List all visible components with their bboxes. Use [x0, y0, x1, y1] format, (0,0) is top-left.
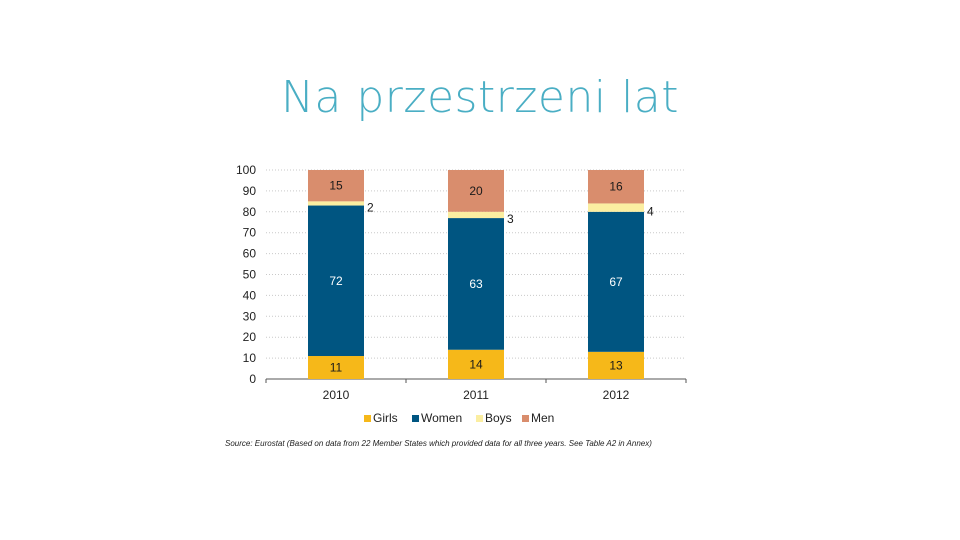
- chart-source-note: Source: Eurostat (Based on data from 22 …: [225, 439, 652, 448]
- data-label: 4: [647, 205, 654, 219]
- y-tick-label: 40: [243, 288, 257, 302]
- x-category-label: 2011: [463, 388, 489, 402]
- bar-segment: [308, 205, 364, 357]
- bar-segment: [588, 351, 644, 379]
- legend-swatch: [364, 415, 371, 422]
- data-label: 15: [329, 179, 343, 193]
- data-label: 2: [367, 200, 374, 214]
- legend-label: Boys: [485, 411, 512, 425]
- slide-title: Na przestrzeni lat: [280, 72, 680, 123]
- x-category-label: 2010: [323, 388, 350, 402]
- bar-segment: [308, 356, 364, 379]
- legend-swatch: [476, 415, 483, 422]
- bar-segment: [308, 201, 364, 206]
- y-tick-label: 70: [243, 226, 257, 240]
- x-category-label: 2012: [603, 388, 630, 402]
- data-label: 16: [609, 180, 623, 194]
- bar-segment: [448, 218, 504, 350]
- y-tick-label: 0: [249, 372, 256, 386]
- bar-segment: [588, 211, 644, 352]
- data-label: 72: [329, 274, 343, 288]
- y-tick-label: 20: [243, 330, 257, 344]
- bar-segment: [308, 170, 364, 202]
- bar-segment: [588, 170, 644, 204]
- legend-label: Men: [531, 411, 554, 425]
- y-tick-label: 30: [243, 309, 257, 323]
- data-label: 20: [469, 184, 483, 198]
- bar-segment: [588, 203, 644, 212]
- y-tick-label: 100: [236, 163, 256, 177]
- y-tick-label: 50: [243, 268, 257, 282]
- y-tick-label: 10: [243, 351, 257, 365]
- data-label: 11: [330, 361, 343, 375]
- legend-swatch: [412, 415, 419, 422]
- y-tick-label: 60: [243, 247, 257, 261]
- legend-swatch: [522, 415, 529, 422]
- y-tick-label: 90: [243, 184, 257, 198]
- bar-segment: [448, 170, 504, 212]
- bar-segment: [448, 349, 504, 379]
- legend-label: Girls: [373, 411, 398, 425]
- data-label: 63: [469, 277, 483, 291]
- data-label: 14: [469, 357, 483, 371]
- data-label: 67: [609, 275, 623, 289]
- data-label: 13: [609, 358, 623, 372]
- y-tick-label: 80: [243, 205, 257, 219]
- legend-label: Women: [421, 411, 462, 425]
- bar-segment: [448, 211, 504, 219]
- data-label: 3: [507, 212, 514, 226]
